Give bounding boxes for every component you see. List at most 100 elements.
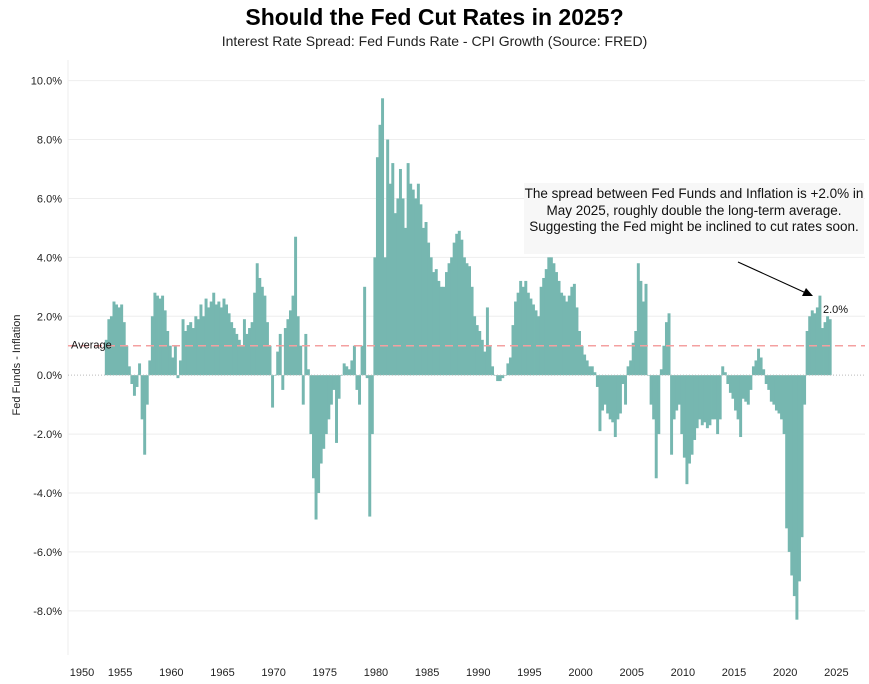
- spread-bar: [598, 375, 602, 432]
- y-tick-label: 2.0%: [37, 311, 62, 323]
- spread-bar: [516, 292, 520, 376]
- spread-bar: [365, 375, 369, 379]
- spread-bar: [821, 328, 824, 376]
- spread-bar: [544, 269, 548, 376]
- spread-bar: [253, 292, 257, 376]
- spread-bar: [662, 345, 666, 376]
- spread-bar: [217, 301, 221, 376]
- spread-bar: [590, 366, 594, 376]
- spread-bar: [803, 375, 807, 405]
- spread-bar: [168, 345, 172, 376]
- spread-bar: [718, 375, 722, 420]
- spread-bar: [575, 307, 579, 376]
- spread-bar: [693, 375, 697, 440]
- spread-bar: [529, 298, 533, 376]
- spread-bar: [664, 322, 668, 376]
- spread-bar: [248, 328, 252, 376]
- spread-bar: [163, 310, 167, 376]
- spread-bar: [728, 375, 732, 393]
- spread-bar: [560, 292, 564, 376]
- spread-bar: [547, 257, 551, 376]
- spread-bar: [171, 357, 175, 376]
- spread-bar: [445, 272, 448, 376]
- spread-bar: [483, 351, 487, 376]
- spread-bar: [739, 375, 743, 438]
- spread-bar: [751, 366, 755, 376]
- spread-bar: [322, 375, 326, 449]
- x-tick-label: 1975: [313, 667, 337, 679]
- spread-bar: [260, 286, 264, 376]
- spread-bar: [306, 369, 310, 376]
- spread-bar: [624, 375, 628, 405]
- spread-bar: [450, 257, 454, 376]
- spread-bar: [107, 319, 111, 376]
- spread-bar: [767, 375, 771, 390]
- spread-bar: [688, 375, 691, 464]
- spread-bar: [828, 319, 832, 376]
- x-tick-label: 1950: [70, 667, 94, 679]
- spread-bar: [416, 183, 420, 376]
- spread-bar: [792, 375, 796, 597]
- y-tick-label: -4.0%: [33, 488, 62, 500]
- spread-bar: [317, 375, 321, 493]
- spread-bar: [240, 345, 244, 376]
- spread-bar: [608, 375, 612, 420]
- spread-bar: [677, 375, 681, 405]
- y-tick-label: 8.0%: [37, 135, 62, 147]
- x-tick-label: 2020: [773, 667, 797, 679]
- spread-bar: [345, 366, 349, 376]
- spread-bar: [145, 375, 149, 405]
- spread-bar: [501, 375, 505, 379]
- spread-bar: [680, 375, 684, 435]
- spread-bar: [616, 375, 620, 420]
- spread-bar: [355, 375, 359, 390]
- spread-bar: [294, 236, 298, 376]
- spread-bar: [312, 375, 315, 479]
- x-tick-label: 2025: [824, 667, 848, 679]
- spread-bar: [222, 298, 226, 376]
- spread-bar: [736, 375, 740, 420]
- spread-bar: [790, 375, 794, 576]
- spread-bar: [373, 257, 377, 376]
- spread-bar: [125, 345, 129, 376]
- spread-bar: [659, 369, 663, 376]
- spread-bar: [754, 360, 758, 376]
- spread-bar: [161, 295, 165, 376]
- spread-bar: [250, 322, 254, 376]
- spread-bar: [457, 230, 461, 376]
- spread-bar: [199, 304, 203, 376]
- x-tick-label: 1980: [364, 667, 388, 679]
- spread-bar: [176, 375, 180, 379]
- x-tick-label: 1970: [261, 667, 285, 679]
- spread-bar: [514, 301, 518, 376]
- spread-bar: [191, 328, 195, 376]
- spread-bar: [127, 366, 131, 376]
- spread-bar: [153, 292, 157, 376]
- bars: [104, 98, 832, 620]
- y-axis-label: Fed Funds - Inflation: [11, 315, 23, 416]
- spread-bar: [721, 366, 725, 376]
- arrow-head-icon: [802, 288, 813, 296]
- x-tick-label: 2010: [671, 667, 695, 679]
- spread-bar: [117, 307, 121, 376]
- spread-bar: [772, 375, 776, 405]
- spread-bar: [166, 330, 170, 376]
- spread-bar: [749, 375, 753, 390]
- spread-bar: [621, 375, 625, 385]
- spread-bar: [618, 375, 622, 414]
- spread-bar: [383, 257, 387, 376]
- spread-bar: [370, 375, 374, 435]
- spread-bar: [286, 319, 290, 376]
- spread-bar: [235, 333, 239, 376]
- spread-bar: [227, 313, 231, 376]
- spread-bar: [524, 280, 528, 376]
- spread-bar: [774, 375, 778, 411]
- spread-bar: [570, 286, 574, 376]
- spread-bar: [631, 342, 635, 376]
- spread-bar: [396, 198, 400, 376]
- spread-bar: [288, 310, 292, 376]
- spread-bar: [744, 375, 748, 402]
- spread-bar: [281, 375, 285, 390]
- spread-bar: [567, 295, 571, 376]
- spread-bar: [209, 301, 213, 376]
